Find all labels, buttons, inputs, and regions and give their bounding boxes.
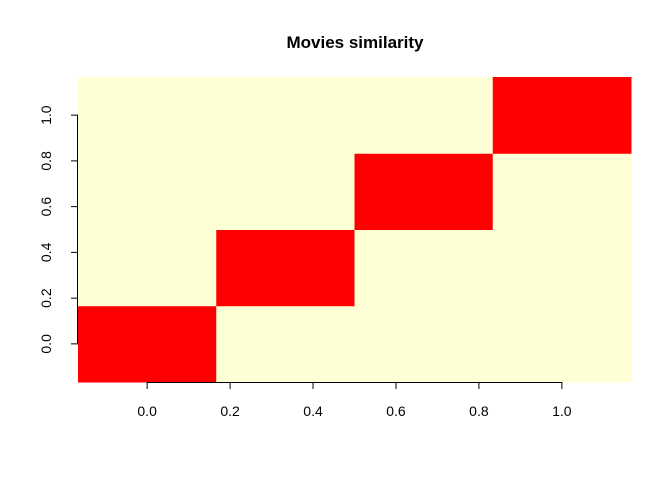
heatmap-cell — [216, 153, 355, 230]
x-tick-label: 0.0 — [137, 403, 157, 419]
heatmap-cell — [216, 77, 355, 154]
y-tick-label: 0.2 — [38, 288, 54, 308]
heatmap-cell — [354, 229, 494, 307]
y-tick-label: 0.0 — [38, 334, 54, 354]
heatmap-cell — [492, 153, 632, 230]
x-tick-label: 0.8 — [469, 403, 489, 419]
heatmap-cell — [78, 153, 217, 230]
x-tick-label: 0.2 — [220, 403, 240, 419]
heatmap-cell — [78, 305, 217, 383]
x-axis: 0.0 0.2 0.4 0.6 0.8 1.0 — [137, 382, 572, 419]
heatmap-cell — [78, 77, 217, 154]
heatmap-cell — [354, 77, 494, 154]
y-tick-label: 1.0 — [38, 105, 54, 125]
x-tick-label: 0.4 — [303, 403, 323, 419]
y-axis: 0.0 0.2 0.4 0.6 0.8 1.0 — [38, 105, 78, 354]
y-tick-label: 0.4 — [38, 242, 54, 262]
y-tick-label: 0.8 — [38, 151, 54, 171]
x-tick-label: 1.0 — [552, 403, 572, 419]
heatmap-cell — [492, 77, 632, 154]
heatmap-cell — [216, 305, 355, 383]
y-tick-label: 0.6 — [38, 197, 54, 217]
heatmap-cell — [492, 305, 632, 383]
heatmap-cell — [492, 229, 632, 307]
chart-title: Movies similarity — [286, 33, 424, 52]
heatmap-cells — [78, 77, 632, 383]
heatmap-cell — [78, 229, 217, 307]
heatmap-cell — [354, 305, 494, 383]
heatmap-cell — [354, 153, 494, 230]
heatmap-cell — [216, 229, 355, 307]
x-tick-label: 0.6 — [386, 403, 406, 419]
